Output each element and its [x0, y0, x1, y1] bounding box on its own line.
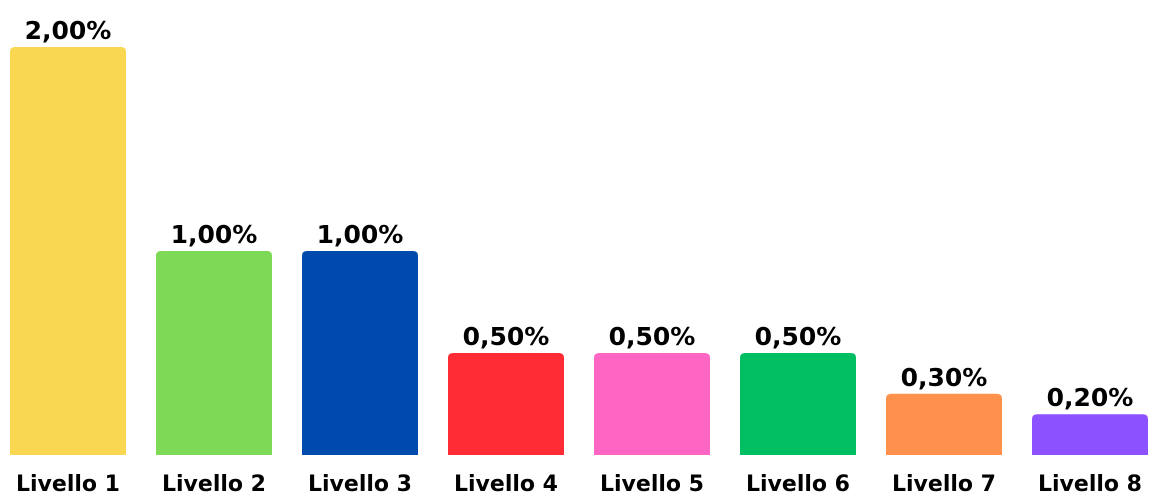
bars-layer — [10, 47, 1148, 455]
data-label-8: 0,20% — [1047, 383, 1134, 412]
data-label-6: 0,50% — [755, 322, 842, 351]
data-label-7: 0,30% — [901, 363, 988, 392]
x-tick-label-1: Livello 1 — [16, 472, 120, 497]
bar-5 — [594, 353, 710, 455]
x-tick-label-3: Livello 3 — [308, 472, 412, 497]
bar-3 — [302, 251, 418, 455]
bar-6 — [740, 353, 856, 455]
x-tick-label-8: Livello 8 — [1038, 472, 1142, 497]
data-labels-layer: 2,00% 1,00% 1,00% 0,50% 0,50% 0,50% 0,30% 0,20% — [25, 16, 1134, 412]
bar-2 — [156, 251, 272, 455]
data-label-5: 0,50% — [609, 322, 696, 351]
x-tick-labels-layer: Livello 1 Livello 2 Livello 3 Livello 4 Live… — [16, 472, 1142, 497]
x-tick-label-4: Livello 4 — [454, 472, 558, 497]
bar-1 — [10, 47, 126, 455]
data-label-2: 1,00% — [171, 220, 258, 249]
bar-7 — [886, 393, 1002, 455]
x-tick-label-5: Livello 5 — [600, 472, 704, 497]
x-tick-label-7: Livello 7 — [892, 472, 996, 497]
x-tick-label-2: Livello 2 — [162, 472, 266, 497]
data-label-4: 0,50% — [463, 322, 550, 351]
data-label-3: 1,00% — [317, 220, 404, 249]
data-label-1: 2,00% — [25, 16, 112, 45]
x-tick-label-6: Livello 6 — [746, 472, 850, 497]
bar-8 — [1032, 414, 1148, 455]
bar-4 — [448, 353, 564, 455]
